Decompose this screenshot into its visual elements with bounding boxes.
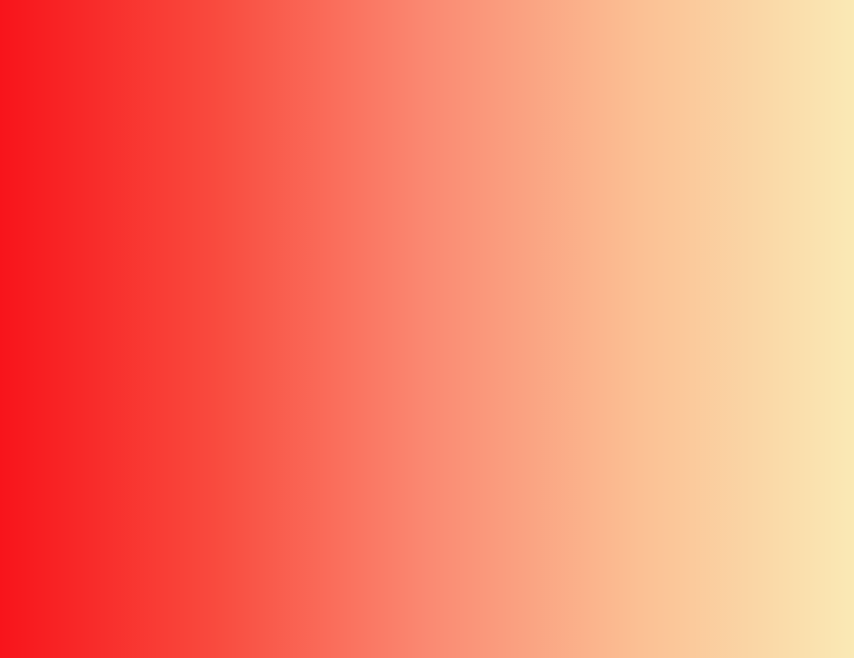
red-to-cream-gradient-background: [0, 0, 854, 658]
